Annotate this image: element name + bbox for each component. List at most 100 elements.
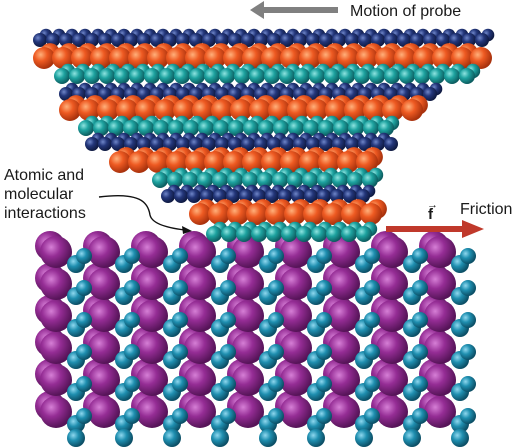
surface-atom-teal [412,376,428,392]
surface-atom-teal [316,408,332,424]
surface-atom-teal [364,248,380,264]
probe-atom-orange [287,99,309,121]
probe-atom-teal [363,120,379,136]
probe-atom-orange [451,47,473,69]
surface-atom-teal [364,312,380,328]
surface-atom-teal [403,429,421,447]
surface-atom-purple [424,332,456,364]
probe-atom-orange [280,151,302,173]
probe-atom-teal [264,68,280,84]
probe-lattice [33,28,495,242]
probe-atom-teal [93,120,109,136]
probe-atom-teal [294,68,310,84]
probe-atom-teal [318,120,334,136]
surface-atom-purple [424,364,456,396]
probe-atom-teal [204,68,220,84]
probe-atom-navy [265,189,279,203]
probe-atom-teal [326,226,342,242]
probe-atom-orange [246,203,268,225]
probe-atom-orange [147,47,169,69]
probe-atom-teal [243,120,259,136]
surface-atom-purple [328,332,360,364]
atomic-label-line-1: Atomic and [4,167,85,184]
probe-atom-teal [114,68,130,84]
probe-atom-orange [97,99,119,121]
probe-atom-navy [111,33,125,47]
probe-atom-navy [226,189,240,203]
surface-atom-teal [76,344,92,360]
surface-atom-teal [316,280,332,296]
probe-atom-teal [348,120,364,136]
probe-atom-orange [375,47,397,69]
probe-atom-orange [360,203,382,225]
probe-atom-orange [337,47,359,69]
probe-atom-orange [185,151,207,173]
probe-atom-orange [322,203,344,225]
probe-atom-navy [241,33,255,47]
probe-atom-orange [59,99,81,121]
probe-atom-orange [78,99,100,121]
surface-atom-purple [232,300,264,332]
probe-atom-teal [144,68,160,84]
surface-atom-teal [316,376,332,392]
surface-atom-purple [328,268,360,300]
probe-atom-navy [72,33,86,47]
probe-atom-orange [204,47,226,69]
surface-atom-purple [40,300,72,332]
motion-of-probe-label: Motion of probe [350,3,462,20]
probe-atom-navy [358,137,372,151]
surface-atom-purple [88,364,120,396]
probe-atom-navy [449,33,463,47]
surface-atom-teal [124,408,140,424]
probe-atom-navy [319,137,333,151]
surface-atom-teal [76,408,92,424]
probe-atom-teal [78,120,94,136]
probe-atom-orange [230,99,252,121]
surface-atom-purple [88,268,120,300]
probe-atom-navy [280,137,294,151]
probe-atom-navy [59,87,73,101]
probe-atom-teal [414,68,430,84]
probe-atom-orange [33,47,55,69]
surface-atom-teal [76,312,92,328]
probe-atom-navy [423,33,437,47]
surface-atom-purple [376,268,408,300]
probe-atom-teal [197,172,213,188]
surface-atom-teal [163,429,181,447]
surface-atom-purple [280,332,312,364]
probe-atom-teal [69,68,85,84]
probe-atom-orange [299,47,321,69]
probe-atom-orange [211,99,233,121]
surface-atom-teal [460,408,476,424]
surface-atom-teal [268,376,284,392]
probe-atom-orange [249,99,271,121]
probe-atom-orange [303,203,325,225]
surface-atom-purple [40,236,72,268]
surface-atom-purple [136,300,168,332]
probe-atom-teal [302,172,318,188]
probe-atom-orange [356,151,378,173]
interaction-pointer-head [182,226,192,234]
probe-atom-teal [303,120,319,136]
probe-atom-orange [166,151,188,173]
probe-atom-orange [189,203,211,225]
probe-atom-orange [116,99,138,121]
probe-atom-teal [153,120,169,136]
probe-atom-teal [369,68,385,84]
probe-atom-teal [324,68,340,84]
surface-atom-teal [172,312,188,328]
surface-atom-teal [115,429,133,447]
surface-atom-teal [412,312,428,328]
surface-atom-purple [376,396,408,428]
probe-atom-teal [273,120,289,136]
surface-atom-teal [172,344,188,360]
probe-atom-orange [382,99,404,121]
probe-atom-teal [384,68,400,84]
surface-atom-teal [460,344,476,360]
probe-atom-orange [208,203,230,225]
surface-atom-teal [220,408,236,424]
probe-atom-orange [52,47,74,69]
probe-atom-orange [135,99,157,121]
probe-atom-orange [470,47,492,69]
